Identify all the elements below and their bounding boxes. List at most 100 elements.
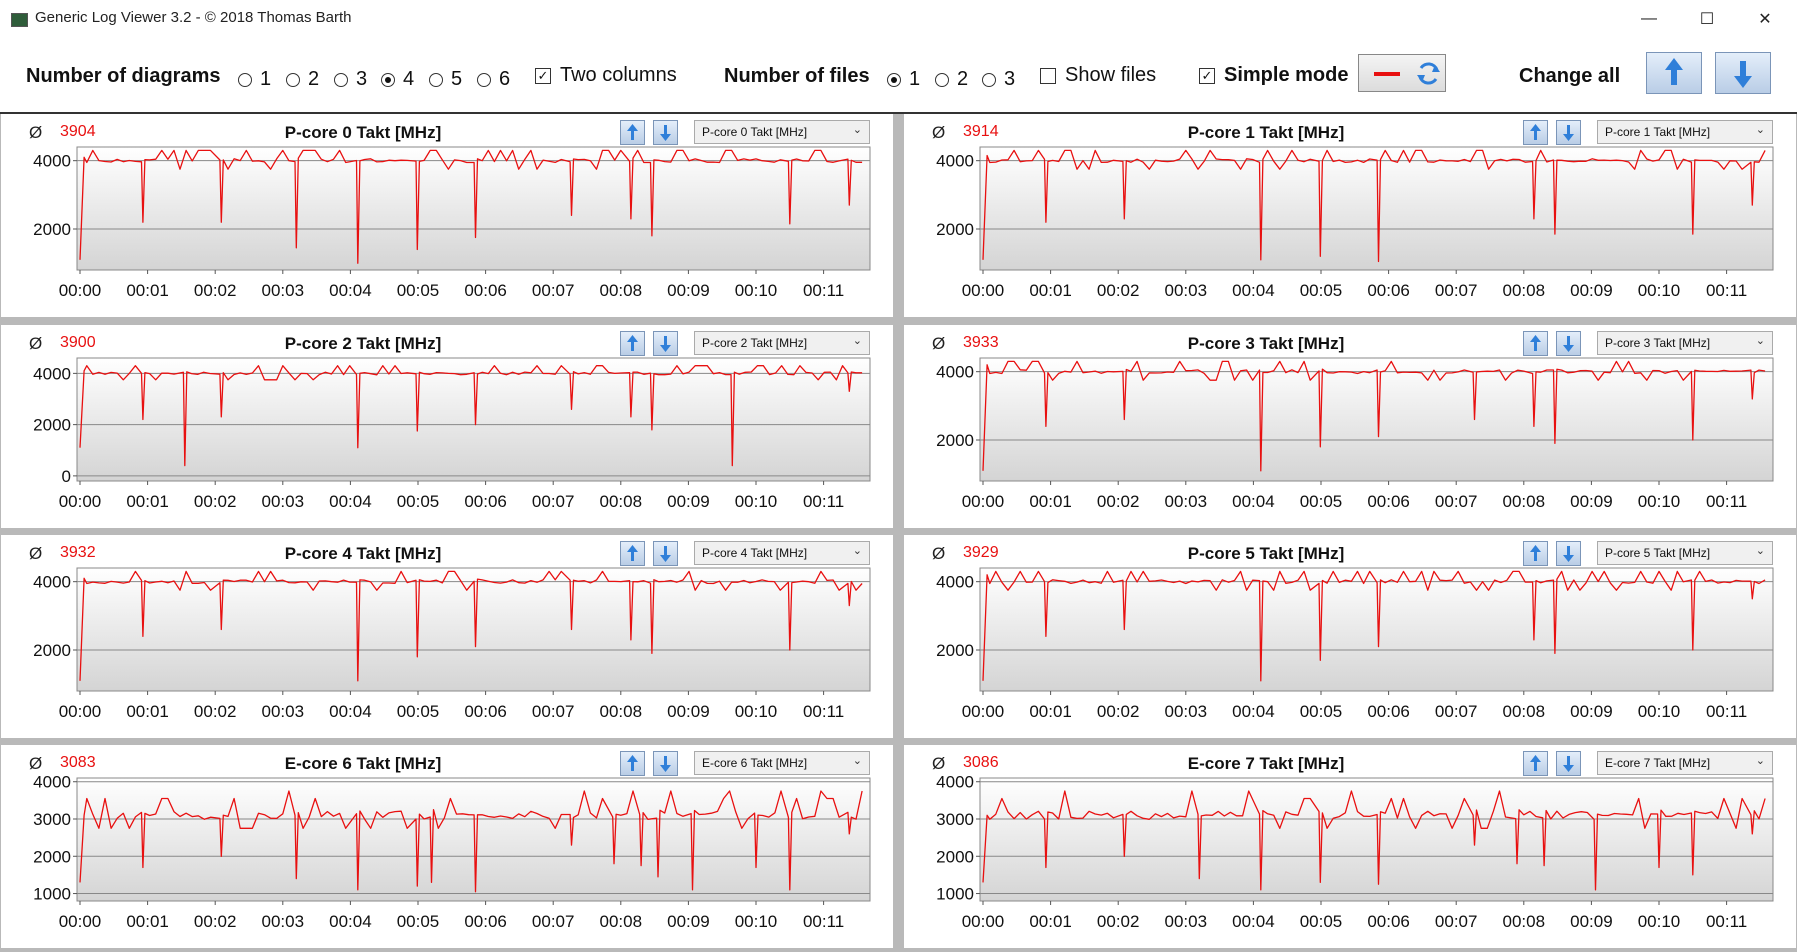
close-button[interactable]: ✕ xyxy=(1758,11,1772,28)
diagrams-radio-2[interactable]: 2 xyxy=(286,68,319,91)
move-down-button[interactable] xyxy=(1556,541,1581,566)
arrow-up-icon xyxy=(627,124,638,140)
series-selector[interactable]: E-core 6 Takt [MHz] ⌄ xyxy=(694,751,870,775)
change-all-down-button[interactable] xyxy=(1715,52,1771,94)
line-color-refresh-icon xyxy=(1374,62,1440,85)
diagrams-radio-6[interactable]: 6 xyxy=(477,68,510,91)
y-tick-label: 2000 xyxy=(33,847,71,866)
plot-area xyxy=(979,777,1774,902)
move-up-button[interactable] xyxy=(620,331,645,356)
series-selector[interactable]: P-core 2 Takt [MHz] ⌄ xyxy=(694,331,870,355)
x-tick-label: 00:04 xyxy=(1232,281,1275,300)
y-tick-label: 4000 xyxy=(936,773,974,792)
plot-area xyxy=(979,567,1774,692)
files-radio-2[interactable]: 2 xyxy=(935,68,968,91)
move-down-button[interactable] xyxy=(1556,120,1581,145)
x-tick-label: 00:04 xyxy=(1232,492,1275,511)
x-tick-label: 00:05 xyxy=(1300,702,1343,721)
x-tick-label: 00:03 xyxy=(262,492,305,511)
arrow-down-icon xyxy=(660,336,671,352)
x-tick-label: 00:04 xyxy=(1232,702,1275,721)
move-down-button[interactable] xyxy=(653,751,678,776)
series-selector[interactable]: P-core 1 Takt [MHz] ⌄ xyxy=(1597,120,1773,144)
x-tick-label: 00:06 xyxy=(464,912,507,931)
diagram-panel: 2000 4000 00:00 00:01 00:02 00:03 00:04 00:05 00… xyxy=(904,114,1796,317)
chevron-down-icon: ⌄ xyxy=(852,755,862,767)
series-selector[interactable]: P-core 5 Takt [MHz] ⌄ xyxy=(1597,541,1773,565)
series-selector[interactable]: P-core 3 Takt [MHz] ⌄ xyxy=(1597,331,1773,355)
x-tick-label: 00:01 xyxy=(126,702,169,721)
y-tick-label: 4000 xyxy=(33,773,71,792)
number-of-files-label: Number of files xyxy=(724,65,870,87)
diagram-title: P-core 3 Takt [MHz] xyxy=(1187,334,1345,353)
move-up-button[interactable] xyxy=(620,120,645,145)
series-selector-value: E-core 7 Takt [MHz] xyxy=(1605,756,1711,770)
diagrams-radio-4[interactable]: 4 xyxy=(381,68,414,91)
move-up-button[interactable] xyxy=(1523,541,1548,566)
simple-mode-checkbox[interactable]: ✓ Simple mode xyxy=(1199,64,1348,87)
move-down-button[interactable] xyxy=(653,331,678,356)
y-tick-label: 3000 xyxy=(936,810,974,829)
diagrams-radio-5[interactable]: 5 xyxy=(429,68,462,91)
move-down-button[interactable] xyxy=(653,541,678,566)
diagram-panel: 2000 4000 00:00 00:01 00:02 00:03 00:04 00:05 00… xyxy=(904,535,1796,738)
series-selector[interactable]: P-core 4 Takt [MHz] ⌄ xyxy=(694,541,870,565)
line-chart: 2000 4000 00:00 00:01 00:02 00:03 00:04 00:05 00… xyxy=(936,146,1774,300)
x-tick-label: 00:09 xyxy=(667,912,710,931)
x-tick-label: 00:03 xyxy=(262,281,305,300)
move-up-button[interactable] xyxy=(620,751,645,776)
x-tick-label: 00:00 xyxy=(962,492,1005,511)
move-up-button[interactable] xyxy=(1523,120,1548,145)
series-selector[interactable]: P-core 0 Takt [MHz] ⌄ xyxy=(694,120,870,144)
arrow-down-icon xyxy=(660,125,671,141)
arrow-up-icon xyxy=(1530,545,1541,561)
x-tick-label: 00:08 xyxy=(1503,702,1546,721)
plot-area xyxy=(76,146,871,271)
line-chart: 1000 2000 3000 4000 00:00 00:01 00:02 00:03 00:0… xyxy=(936,773,1774,931)
files-radio-1[interactable]: 1 xyxy=(887,68,920,91)
series-selector[interactable]: E-core 7 Takt [MHz] ⌄ xyxy=(1597,751,1773,775)
x-tick-label: 00:07 xyxy=(532,912,575,931)
x-tick-label: 00:10 xyxy=(1638,702,1681,721)
diagrams-radio-3[interactable]: 3 xyxy=(334,68,367,91)
arrow-up-icon xyxy=(1530,755,1541,771)
x-tick-label: 00:01 xyxy=(126,912,169,931)
maximize-button[interactable]: ☐ xyxy=(1699,11,1715,28)
minimize-button[interactable]: — xyxy=(1641,10,1657,27)
arrow-down-icon xyxy=(1563,546,1574,562)
move-up-button[interactable] xyxy=(1523,751,1548,776)
x-tick-label: 00:10 xyxy=(1638,492,1681,511)
x-tick-label: 00:07 xyxy=(1435,912,1478,931)
files-radio-3[interactable]: 3 xyxy=(982,68,1015,91)
series-line xyxy=(982,570,1766,682)
x-tick-label: 00:04 xyxy=(329,281,372,300)
two-columns-checkbox[interactable]: ✓ Two columns xyxy=(535,64,677,87)
y-tick-label: 1000 xyxy=(936,885,974,904)
y-tick-label: 4000 xyxy=(936,152,974,171)
line-color-button[interactable] xyxy=(1358,54,1446,92)
diagram-title: P-core 2 Takt [MHz] xyxy=(284,334,442,353)
x-tick-label: 00:10 xyxy=(735,492,778,511)
diagrams-grid: 2000 4000 00:00 00:01 00:02 00:03 00:04 00:05 00… xyxy=(0,114,1797,952)
x-tick-label: 00:05 xyxy=(397,912,440,931)
show-files-checkbox[interactable]: Show files xyxy=(1040,64,1156,87)
x-tick-label: 00:08 xyxy=(1503,492,1546,511)
plot-area xyxy=(979,146,1774,271)
x-tick-label: 00:06 xyxy=(1367,281,1410,300)
average-symbol: Ø xyxy=(29,754,43,773)
move-up-button[interactable] xyxy=(620,541,645,566)
change-all-up-button[interactable] xyxy=(1646,52,1702,94)
series-selector-value: P-core 2 Takt [MHz] xyxy=(702,336,808,350)
move-down-button[interactable] xyxy=(653,120,678,145)
move-down-button[interactable] xyxy=(1556,751,1581,776)
move-up-button[interactable] xyxy=(1523,331,1548,356)
x-tick-label: 00:09 xyxy=(1570,912,1613,931)
move-down-button[interactable] xyxy=(1556,331,1581,356)
diagram-panel: 0 2000 4000 00:00 00:01 00:02 00:03 00:04 00:05 0… xyxy=(1,325,893,528)
x-tick-label: 00:10 xyxy=(1638,281,1681,300)
diagrams-radio-1[interactable]: 1 xyxy=(238,68,271,91)
x-tick-label: 00:11 xyxy=(803,492,844,511)
diagram-panel: 1000 2000 3000 4000 00:00 00:01 00:02 00:03 00:0… xyxy=(904,745,1796,948)
x-tick-label: 00:02 xyxy=(1097,912,1140,931)
diagram-panel: 2000 4000 00:00 00:01 00:02 00:03 00:04 00:05 00… xyxy=(1,535,893,738)
